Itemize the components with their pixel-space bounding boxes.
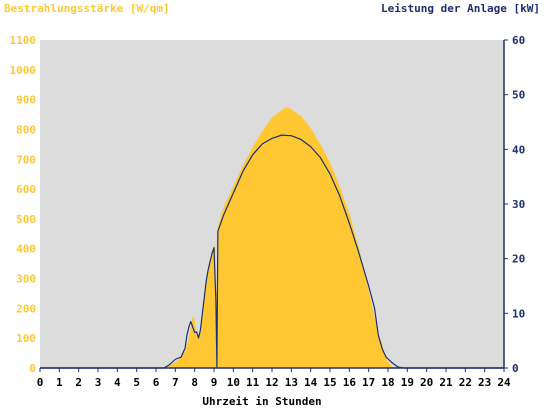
x-tick-label: 22 — [459, 376, 472, 389]
x-tick-label: 8 — [191, 376, 198, 389]
right-tick-label: 50 — [512, 89, 525, 102]
x-tick-label: 1 — [56, 376, 63, 389]
left-tick-label: 500 — [16, 213, 36, 226]
x-tick-label: 5 — [133, 376, 140, 389]
right-tick-label: 0 — [512, 362, 519, 375]
left-tick-label: 0 — [29, 362, 36, 375]
right-tick-label: 60 — [512, 34, 525, 47]
x-tick-label: 18 — [381, 376, 394, 389]
x-tick-label: 10 — [227, 376, 240, 389]
left-tick-label: 800 — [16, 123, 36, 136]
right-axis-title: Leistung der Anlage [kW] — [381, 2, 540, 15]
left-tick-label: 1000 — [10, 64, 37, 77]
x-tick-label: 9 — [211, 376, 218, 389]
right-tick-label: 10 — [512, 307, 525, 320]
left-tick-label: 100 — [16, 332, 36, 345]
x-tick-label: 16 — [343, 376, 357, 389]
x-tick-label: 23 — [478, 376, 491, 389]
x-tick-label: 6 — [153, 376, 160, 389]
left-tick-label: 600 — [16, 183, 36, 196]
left-tick-label: 1100 — [10, 34, 37, 47]
x-tick-label: 17 — [362, 376, 375, 389]
left-tick-label: 900 — [16, 94, 36, 107]
left-axis-title: Bestrahlungsstärke [W/qm] — [4, 2, 170, 15]
x-tick-label: 24 — [497, 376, 511, 389]
x-tick-label: 20 — [420, 376, 433, 389]
x-tick-label: 19 — [401, 376, 414, 389]
right-tick-label: 20 — [512, 253, 525, 266]
x-tick-label: 12 — [265, 376, 278, 389]
right-tick-label: 30 — [512, 198, 525, 211]
power-line — [40, 134, 504, 369]
x-tick-label: 21 — [439, 376, 453, 389]
tick-labels: 0100200300400500600700800900100011000102… — [10, 34, 526, 389]
x-tick-label: 7 — [172, 376, 179, 389]
left-tick-label: 700 — [16, 153, 36, 166]
left-tick-label: 400 — [16, 243, 36, 256]
x-tick-label: 0 — [37, 376, 44, 389]
irradiance-area — [40, 107, 504, 368]
x-tick-label: 14 — [304, 376, 318, 389]
x-axis-label: Uhrzeit in Stunden — [202, 395, 321, 408]
x-tick-label: 11 — [246, 376, 260, 389]
x-tick-label: 4 — [114, 376, 121, 389]
x-tick-label: 13 — [285, 376, 298, 389]
x-tick-label: 15 — [323, 376, 336, 389]
left-tick-label: 300 — [16, 273, 36, 286]
right-tick-label: 40 — [512, 143, 525, 156]
series-layer — [40, 107, 504, 369]
left-tick-label: 200 — [16, 302, 36, 315]
x-tick-label: 2 — [75, 376, 82, 389]
x-tick-label: 3 — [95, 376, 102, 389]
